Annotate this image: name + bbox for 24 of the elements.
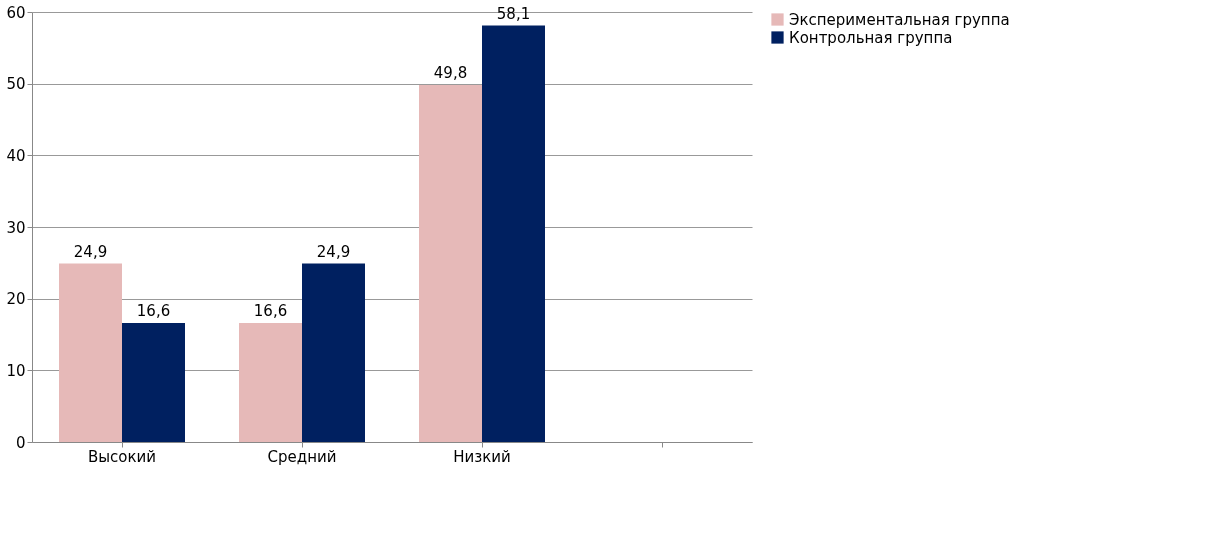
bar — [419, 85, 482, 442]
bar — [302, 263, 365, 442]
x-tick-label: Низкий — [453, 447, 511, 466]
bar — [239, 323, 302, 442]
y-tick-label: 20 — [6, 290, 26, 309]
x-tick-label: Высокий — [87, 447, 157, 466]
bar — [59, 263, 122, 442]
data-label: 58,1 — [496, 4, 531, 23]
x-tick-label: Средний — [267, 447, 337, 466]
data-label: 16,6 — [136, 302, 171, 321]
data-label: 49,8 — [433, 64, 468, 83]
y-tick-label: 40 — [6, 146, 26, 165]
legend-label: Экспериментальная группа — [789, 10, 1010, 29]
data-label: 16,6 — [253, 302, 288, 321]
y-tick-label: 0 — [15, 433, 26, 452]
data-label: 24,9 — [316, 242, 351, 261]
legend-label: Контрольная группа — [789, 28, 953, 47]
y-tick-label: 50 — [6, 75, 26, 94]
y-tick-label: 10 — [6, 361, 26, 380]
bar — [122, 323, 185, 442]
y-tick-label: 60 — [6, 3, 26, 22]
data-label: 24,9 — [73, 242, 108, 261]
y-tick-label: 30 — [6, 218, 26, 237]
bar — [482, 25, 545, 442]
